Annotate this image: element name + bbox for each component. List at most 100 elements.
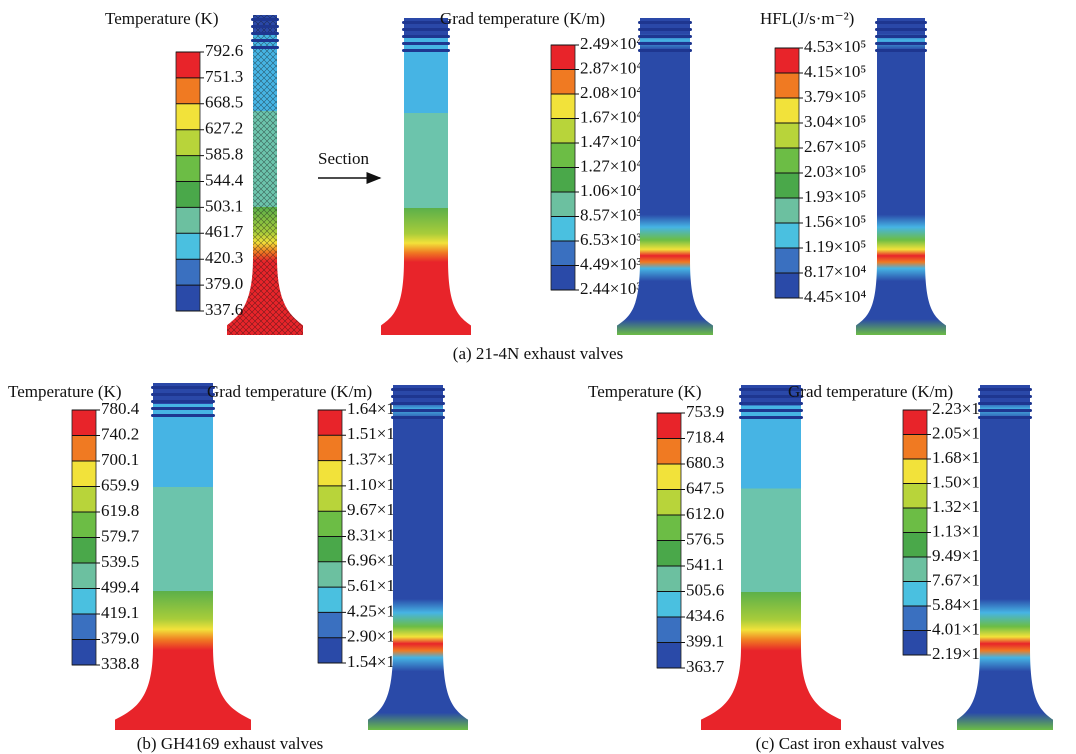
colorbar-band xyxy=(657,490,681,516)
colorbar-band xyxy=(176,52,200,78)
colorbar-label: 338.8 xyxy=(101,654,139,673)
valve-groove xyxy=(978,416,1032,419)
colorbar-band xyxy=(72,461,96,487)
colorbar-label: 1.67×10⁴ xyxy=(580,107,642,126)
valve-groove xyxy=(402,28,450,31)
valve-groove xyxy=(739,409,803,412)
valve-groove xyxy=(251,46,279,49)
colorbar-label: 4.53×10⁵ xyxy=(804,37,866,56)
colorbar-label: 8.17×10⁴ xyxy=(804,262,866,281)
colorbar-label: 505.6 xyxy=(686,580,724,599)
colorbar-label: 4.49×10³ xyxy=(580,254,641,273)
colorbar-band xyxy=(551,94,575,119)
colorbar-label: 363.7 xyxy=(686,657,725,676)
valve-groove xyxy=(739,402,803,405)
colorbar-label: 619.8 xyxy=(101,501,139,520)
valve-groove xyxy=(875,21,927,24)
colorbar-band xyxy=(72,640,96,666)
valve-groove xyxy=(978,402,1032,405)
valve-groove xyxy=(251,18,279,21)
valve-groove xyxy=(251,25,279,28)
colorbar-label: 420.3 xyxy=(205,248,243,267)
colorbar-band xyxy=(551,168,575,193)
valve-groove xyxy=(251,32,279,35)
valve-groove xyxy=(391,395,445,398)
colorbar-label: 2.67×10⁵ xyxy=(804,137,866,156)
colorbar-label: 399.1 xyxy=(686,631,724,650)
colorbar-band xyxy=(72,538,96,564)
colorbar-band xyxy=(775,273,799,299)
colorbar-label: 434.6 xyxy=(686,606,724,625)
colorbar-band xyxy=(176,285,200,311)
valve-groove xyxy=(638,42,692,45)
colorbar-band xyxy=(903,606,927,631)
colorbar-band xyxy=(775,248,799,274)
valve-groove xyxy=(875,49,927,52)
colorbar-label: 2.49×10⁴ xyxy=(580,34,642,53)
colorbar-label: 539.5 xyxy=(101,552,139,571)
colorbar-label: 751.3 xyxy=(205,67,243,86)
valve-groove xyxy=(391,388,445,391)
colorbar-band xyxy=(903,410,927,435)
colorbar-label: 2.44×10³ xyxy=(580,279,641,298)
colorbar-label: 740.2 xyxy=(101,424,139,443)
colorbar-band xyxy=(903,631,927,656)
colorbar-band xyxy=(176,233,200,259)
colorbar-band xyxy=(903,533,927,558)
colorbar-band xyxy=(775,73,799,99)
valve-groove xyxy=(151,400,215,403)
valve-groove xyxy=(391,416,445,419)
colorbar-label: 1.06×10⁴ xyxy=(580,181,642,200)
colorbar-label: 2.87×10⁴ xyxy=(580,58,642,77)
colorbar-band xyxy=(72,487,96,513)
colorbar-band xyxy=(657,592,681,618)
colorbar-band xyxy=(551,143,575,168)
colorbar-band xyxy=(775,223,799,249)
colorbar-band xyxy=(775,98,799,124)
colorbar-label: 1.19×10⁵ xyxy=(804,237,866,256)
valve-groove xyxy=(875,28,927,31)
colorbar-band xyxy=(72,563,96,589)
colorbar-band xyxy=(775,123,799,149)
valve-groove xyxy=(638,35,692,38)
plot-title: Temperature (K) xyxy=(105,9,219,28)
colorbar-label: 379.0 xyxy=(205,274,243,293)
annotation: Section xyxy=(318,149,369,168)
colorbar-band xyxy=(176,259,200,285)
colorbar-band xyxy=(903,582,927,607)
colorbar-band xyxy=(775,148,799,174)
colorbar-band xyxy=(657,439,681,465)
colorbar-band xyxy=(318,461,342,487)
colorbar-label: 627.2 xyxy=(205,119,243,138)
plot-title: HFL(J/s·m⁻²) xyxy=(760,9,854,28)
valve-groove xyxy=(875,35,927,38)
colorbar-label: 503.1 xyxy=(205,196,243,215)
colorbar-band xyxy=(318,587,342,613)
colorbar-band xyxy=(72,512,96,538)
colorbar-band xyxy=(903,459,927,484)
caption: (b) GH4169 exhaust valves xyxy=(137,734,324,753)
plot-title: Grad temperature (K/m) xyxy=(440,9,605,28)
colorbar-label: 659.9 xyxy=(101,475,139,494)
valve-groove xyxy=(638,21,692,24)
colorbar-band xyxy=(176,78,200,104)
colorbar-label: 585.8 xyxy=(205,145,243,164)
colorbar-label: 3.79×10⁵ xyxy=(804,87,866,106)
valve-groove xyxy=(638,28,692,31)
valve-groove xyxy=(391,409,445,412)
valve-groove xyxy=(151,393,215,396)
colorbar-band xyxy=(72,410,96,436)
colorbar-label: 647.5 xyxy=(686,478,724,497)
colorbar-label: 461.7 xyxy=(205,222,244,241)
colorbar-band xyxy=(551,45,575,70)
colorbar-band xyxy=(72,614,96,640)
valve-groove xyxy=(251,39,279,42)
valve-groove xyxy=(739,416,803,419)
colorbar-label: 2.03×10⁵ xyxy=(804,162,866,181)
colorbar-band xyxy=(176,104,200,130)
colorbar-label: 6.53×10³ xyxy=(580,230,641,249)
colorbar-band xyxy=(657,566,681,592)
colorbar-label: 1.27×10⁴ xyxy=(580,156,642,175)
colorbar-label: 753.9 xyxy=(686,402,724,421)
colorbar-band xyxy=(657,541,681,567)
